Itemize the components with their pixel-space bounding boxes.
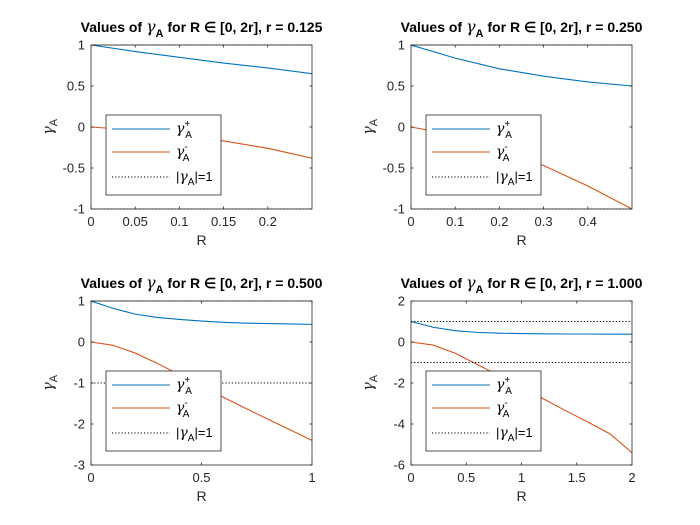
x-tick-label: 0.3 <box>535 214 553 229</box>
gamma-plus-line <box>411 44 632 87</box>
gamma-plus-line <box>91 300 312 325</box>
chart-title: Values of γA for R ∈ [0, 2r], r = 0.125 <box>81 17 323 40</box>
y-tick-label: -3 <box>73 458 85 473</box>
y-tick-label: -0.5 <box>63 161 85 176</box>
x-tick-label: 0 <box>407 214 414 229</box>
x-tick-label: 0 <box>87 214 94 229</box>
x-tick-label: 0.1 <box>170 214 188 229</box>
x-tick-label: 0.4 <box>579 214 597 229</box>
y-tick-label: -2 <box>393 376 405 391</box>
chart-1: Values of γA for R ∈ [0, 2r], r = 0.125 0… <box>39 17 323 248</box>
y-axis-label: γA <box>359 118 380 135</box>
y-tick-label: -6 <box>393 458 405 473</box>
y-tick-label: -2 <box>73 417 85 432</box>
legend-label-2: γ-A <box>496 398 510 420</box>
chart-title: Values of γA for R ∈ [0, 2r], r = 0.500 <box>81 273 323 296</box>
y-tick-label: -4 <box>393 417 405 432</box>
x-tick-label: 0.05 <box>123 214 148 229</box>
x-tick-label: 0 <box>87 470 94 485</box>
gamma-plus-line <box>411 320 632 335</box>
x-axis-label: R <box>196 488 206 504</box>
legend-label-1: γ+ A <box>176 375 192 397</box>
legend-label-2: γ-A <box>176 142 190 164</box>
legend-label-2: γ-A <box>496 142 510 164</box>
legend-label-1: γ+ A <box>176 119 192 141</box>
gamma-plus-line <box>91 44 312 75</box>
y-axis-label: γA <box>39 374 60 391</box>
y-tick-label: -1 <box>393 202 405 217</box>
y-tick-label: -1 <box>73 376 85 391</box>
x-tick-label: 1 <box>308 470 315 485</box>
legend-box <box>105 114 222 196</box>
legend: γ+ Aγ-A |γA|=1 <box>425 114 542 196</box>
y-axis-label: γA <box>39 118 60 135</box>
y-tick-label: 0 <box>398 120 405 135</box>
x-tick-label: 0.1 <box>446 214 464 229</box>
y-tick-label: 1 <box>78 294 85 309</box>
legend: γ+ Aγ-A |γA|=1 <box>105 370 222 452</box>
legend: γ+ Aγ-A |γA|=1 <box>105 114 222 196</box>
x-axis-label: R <box>516 232 526 248</box>
chart-title: Values of γA for R ∈ [0, 2r], r = 1.000 <box>401 273 643 296</box>
x-tick-label: 0.15 <box>211 214 236 229</box>
chart-4: Values of γA for R ∈ [0, 2r], r = 1.000 0… <box>359 273 643 504</box>
y-tick-label: 0 <box>398 335 405 350</box>
legend-label-1: γ+ A <box>496 119 512 141</box>
x-tick-label: 0.2 <box>490 214 508 229</box>
x-tick-label: 1.5 <box>568 470 586 485</box>
y-tick-label: 1 <box>78 38 85 53</box>
x-tick-label: 2 <box>628 470 635 485</box>
y-axis-label: γA <box>359 374 380 391</box>
y-tick-label: 1 <box>398 38 405 53</box>
x-tick-label: 0 <box>407 470 414 485</box>
legend-label-3: |γA|=1 <box>176 425 213 444</box>
x-tick-label: 0.5 <box>192 470 210 485</box>
x-axis-label: R <box>516 488 526 504</box>
legend: γ+ Aγ-A |γA|=1 <box>425 370 542 452</box>
x-tick-label: 0.5 <box>457 470 475 485</box>
y-tick-label: 0.5 <box>67 79 85 94</box>
chart-title: Values of γA for R ∈ [0, 2r], r = 0.250 <box>401 17 643 40</box>
legend-label-3: |γA|=1 <box>176 169 213 188</box>
y-tick-label: -1 <box>73 202 85 217</box>
y-tick-label: -0.5 <box>383 161 405 176</box>
x-tick-label: 1 <box>518 470 525 485</box>
legend-label-2: γ-A <box>176 398 190 420</box>
legend-box <box>425 370 542 452</box>
legend-label-3: |γA|=1 <box>496 425 533 444</box>
y-tick-label: 0 <box>78 120 85 135</box>
y-tick-label: 2 <box>398 294 405 309</box>
y-tick-label: 0 <box>78 335 85 350</box>
chart-2: Values of γA for R ∈ [0, 2r], r = 0.250 0… <box>359 17 643 248</box>
legend-label-1: γ+ A <box>496 375 512 397</box>
x-tick-label: 0.2 <box>259 214 277 229</box>
legend-label-3: |γA|=1 <box>496 169 533 188</box>
x-axis-label: R <box>196 232 206 248</box>
legend-box <box>425 114 542 196</box>
chart-3: Values of γA for R ∈ [0, 2r], r = 0.500 0… <box>39 273 323 504</box>
legend-box <box>105 370 222 452</box>
y-tick-label: 0.5 <box>387 79 405 94</box>
